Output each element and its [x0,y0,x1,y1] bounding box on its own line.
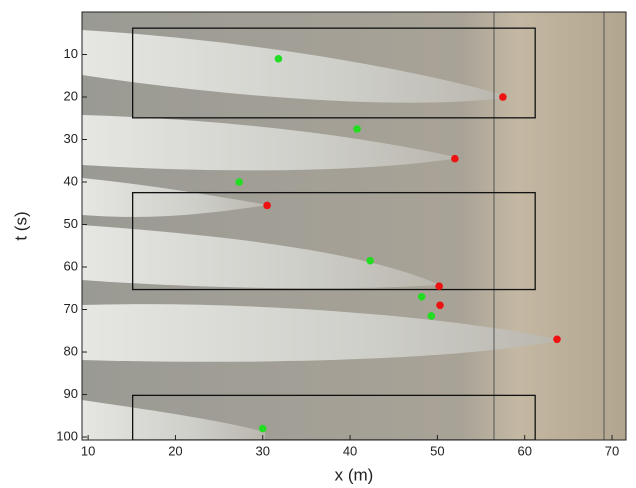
y-tick-label: 80 [64,343,78,358]
y-tick-label: 50 [64,216,78,231]
point [435,282,443,290]
y-tick-label: 30 [64,131,78,146]
x-tick-label: 70 [605,443,619,458]
x-tick-label: 60 [517,443,531,458]
y-tick-label: 70 [64,301,78,316]
y-tick-label: 20 [64,88,78,103]
point [451,154,459,163]
point [263,201,271,210]
point [353,125,361,133]
point [417,292,426,301]
y-tick-label: 90 [64,386,78,401]
highlight-box [131,27,536,119]
point [436,301,444,310]
x-tick-label: 50 [430,443,444,458]
x-tick-label: 20 [168,443,182,458]
highlight-box [131,394,536,440]
highlight-box [131,191,536,291]
point [553,335,561,344]
plot-frame [81,11,627,441]
y-tick-label: 60 [64,258,78,273]
x-tick-label: 40 [343,443,357,458]
y-tick-label: 100 [56,428,78,443]
x-tick-label: 10 [81,443,95,458]
x-tick-label: 30 [256,443,270,458]
point [274,54,283,63]
point [366,256,374,265]
point [427,312,436,320]
y-tick-label: 40 [64,173,78,188]
point [258,424,267,433]
point [499,93,507,101]
y-axis-title: t (s) [11,211,30,240]
x-axis-title: x (m) [335,465,374,484]
y-tick-label: 10 [64,46,78,61]
timestack-image [82,12,626,440]
point [235,178,243,186]
